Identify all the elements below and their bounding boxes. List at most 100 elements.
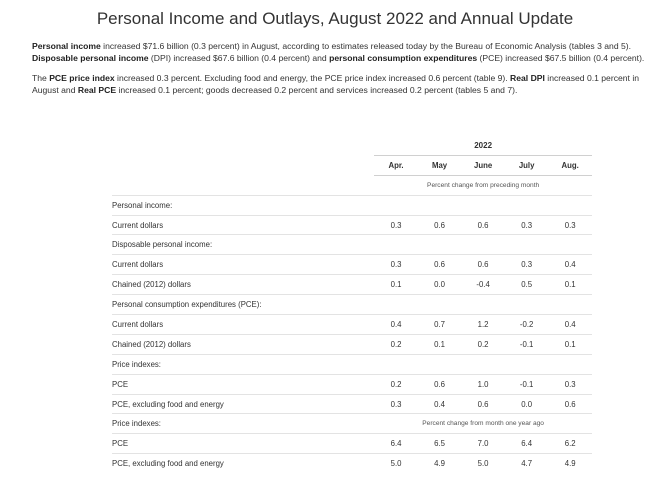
- table-row: Current dollars 0.4 0.7 1.2 -0.2 0.4: [112, 314, 592, 335]
- text: increased $71.6 billion (0.3 percent) in…: [100, 41, 632, 51]
- cell-value: 1.2: [461, 314, 505, 335]
- cell-value: 0.0: [417, 274, 462, 295]
- text: (PCE) increased $67.5 billion (0.4 perce…: [477, 53, 645, 63]
- month-header: May: [417, 154, 462, 176]
- table-row: Chained (2012) dollars 0.1 0.0 -0.4 0.5 …: [112, 274, 592, 295]
- cell-value: 0.3: [504, 254, 549, 275]
- cell-value: 0.2: [374, 333, 418, 355]
- cell-value: 0.3: [374, 214, 418, 235]
- section-row: Disposable personal income:: [112, 234, 592, 255]
- term-real-dpi: Real DPI: [510, 73, 545, 83]
- cell-value: 0.6: [548, 393, 592, 414]
- cell-value: 0.6: [461, 393, 505, 414]
- month-header: June: [461, 154, 505, 176]
- summary-table: 2022 Apr. May June July Aug. Percent cha…: [112, 136, 592, 474]
- text: The: [32, 73, 50, 83]
- row-label: Chained (2012) dollars: [112, 333, 375, 355]
- table-header-months: Apr. May June July Aug.: [112, 154, 592, 176]
- cell-value: 4.9: [548, 453, 592, 474]
- section-label: Personal consumption expenditures (PCE):: [112, 294, 375, 315]
- table-row: Current dollars 0.3 0.6 0.6 0.3 0.4: [112, 254, 592, 275]
- cell-value: 0.3: [548, 214, 592, 235]
- row-label: Chained (2012) dollars: [112, 274, 375, 295]
- section-label: Disposable personal income:: [112, 234, 375, 255]
- cell-value: 0.2: [374, 373, 418, 395]
- cell-value: 0.6: [461, 254, 505, 275]
- term-disposable-personal-income: Disposable personal income: [32, 53, 149, 63]
- cell-value: 5.0: [374, 453, 418, 474]
- table-subheader: Percent change from preceding month: [112, 174, 592, 196]
- cell-value: 7.0: [461, 433, 505, 454]
- year-header: 2022: [474, 140, 493, 150]
- section-row: Personal income:: [112, 194, 592, 216]
- table-row: Chained (2012) dollars 0.2 0.1 0.2 -0.1 …: [112, 333, 592, 355]
- row-label: Current dollars: [112, 314, 375, 335]
- table-row: PCE 0.2 0.6 1.0 -0.1 0.3: [112, 373, 592, 395]
- table-row: Current dollars 0.3 0.6 0.6 0.3 0.3: [112, 214, 592, 235]
- cell-value: 0.4: [548, 314, 592, 335]
- subheader-year-ago: Percent change from month one year ago: [374, 413, 592, 434]
- table-header-year: 2022: [112, 136, 592, 155]
- table-row: PCE, excluding food and energy 5.0 4.9 5…: [112, 453, 592, 474]
- cell-value: -0.4: [461, 274, 505, 295]
- page-title: Personal Income and Outlays, August 2022…: [96, 9, 574, 28]
- text: increased 0.3 percent. Excluding food an…: [114, 73, 511, 83]
- row-label: PCE, excluding food and energy: [112, 453, 375, 474]
- month-header: Apr.: [374, 154, 418, 176]
- section-row: Price indexes: Percent change from month…: [112, 413, 592, 434]
- cell-value: 0.3: [374, 393, 418, 414]
- cell-value: 0.5: [504, 274, 549, 295]
- cell-value: 4.9: [417, 453, 462, 474]
- cell-value: 0.1: [548, 333, 592, 355]
- cell-value: 0.1: [417, 333, 462, 355]
- cell-value: 6.5: [417, 433, 462, 454]
- cell-value: 0.7: [417, 314, 462, 335]
- cell-value: 6.4: [374, 433, 418, 454]
- cell-value: -0.1: [504, 333, 549, 355]
- cell-value: 0.4: [548, 254, 592, 275]
- text: (DPI) increased $67.6 billion (0.4 perce…: [148, 53, 330, 63]
- section-row: Personal consumption expenditures (PCE):: [112, 294, 592, 315]
- cell-value: 0.6: [417, 254, 462, 275]
- subheader-preceding-month: Percent change from preceding month: [374, 174, 592, 196]
- term-pce-price-index: PCE price index: [49, 73, 115, 83]
- cell-value: 1.0: [461, 373, 505, 395]
- term-real-pce: Real PCE: [77, 85, 117, 95]
- cell-value: 0.2: [461, 333, 505, 355]
- cell-value: -0.2: [504, 314, 549, 335]
- cell-value: -0.1: [504, 373, 549, 395]
- table-row: PCE, excluding food and energy 0.3 0.4 0…: [112, 393, 592, 414]
- cell-value: 0.1: [374, 274, 418, 295]
- row-label: Current dollars: [112, 214, 375, 235]
- text: increased 0.1 percent in August and: [32, 73, 640, 95]
- summary-paragraph-2: The PCE price index increased 0.3 percen…: [32, 72, 664, 96]
- summary-paragraph-1: Personal income increased $71.6 billion …: [32, 40, 664, 64]
- term-personal-income: Personal income: [32, 41, 101, 51]
- cell-value: 5.0: [461, 453, 505, 474]
- cell-value: 0.3: [374, 254, 418, 275]
- cell-value: 0.4: [374, 314, 418, 335]
- row-label: Current dollars: [112, 254, 375, 275]
- section-label: Price indexes:: [112, 413, 375, 434]
- section-label: Personal income:: [112, 194, 375, 216]
- cell-value: 0.6: [417, 373, 462, 395]
- month-header: July: [504, 154, 549, 176]
- section-row: Price indexes:: [112, 353, 592, 375]
- month-header: Aug.: [548, 154, 592, 176]
- cell-value: 0.0: [504, 393, 549, 414]
- table-row: PCE 6.4 6.5 7.0 6.4 6.2: [112, 433, 592, 454]
- cell-value: 0.3: [504, 214, 549, 235]
- text: increased 0.1 percent; goods decreased 0…: [116, 85, 518, 95]
- term-pce: personal consumption expenditures: [329, 53, 478, 63]
- section-label: Price indexes:: [112, 353, 375, 375]
- cell-value: 0.6: [417, 214, 462, 235]
- cell-value: 4.7: [504, 453, 549, 474]
- cell-value: 0.1: [548, 274, 592, 295]
- cell-value: 0.4: [417, 393, 462, 414]
- cell-value: 6.2: [548, 433, 592, 454]
- row-label: PCE, excluding food and energy: [112, 393, 375, 414]
- cell-value: 0.3: [548, 373, 592, 395]
- cell-value: 6.4: [504, 433, 549, 454]
- row-label: PCE: [112, 433, 375, 454]
- cell-value: 0.6: [461, 214, 505, 235]
